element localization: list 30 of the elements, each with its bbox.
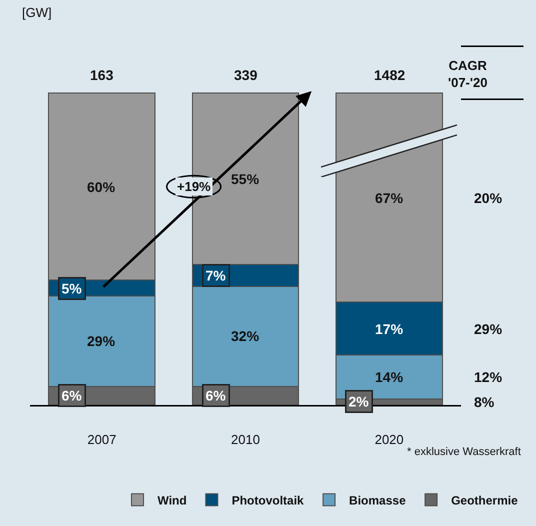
annotation: 1482 [374, 67, 406, 83]
legend-label: Photovoltaik [232, 493, 304, 508]
annotation: 163 [90, 67, 114, 83]
data-label: 55% [231, 171, 260, 187]
data-label: 5% [62, 280, 82, 296]
text: 20% [474, 190, 503, 206]
legend-label: Geothermie [451, 493, 518, 508]
data-label: 14% [375, 369, 404, 385]
data-label: 60% [87, 179, 116, 195]
text: * exklusive Wasserkraft [407, 446, 521, 458]
x-tick-label: 2010 [231, 432, 260, 448]
x-tick-label: 2007 [87, 432, 116, 448]
text: [GW] [22, 5, 52, 20]
data-label: 6% [62, 388, 82, 404]
annotation: 339 [234, 67, 258, 83]
x-tick-label: 2020 [374, 432, 404, 448]
data-label: 2% [348, 394, 370, 410]
text: 12% [474, 369, 503, 385]
data-label: 7% [206, 268, 226, 284]
data-label: 29% [87, 333, 116, 349]
text: 8% [474, 394, 495, 410]
data-label: 6% [206, 388, 226, 404]
text: CAGR '07-'20 [448, 58, 488, 90]
text: 29% [474, 321, 503, 337]
data-label: 32% [231, 328, 260, 344]
legend-label: Biomasse [349, 493, 406, 508]
data-label: 17% [375, 321, 404, 337]
legend-label: Wind [157, 493, 187, 508]
data-label: 67% [375, 190, 404, 206]
annotation: +19% [177, 179, 212, 194]
